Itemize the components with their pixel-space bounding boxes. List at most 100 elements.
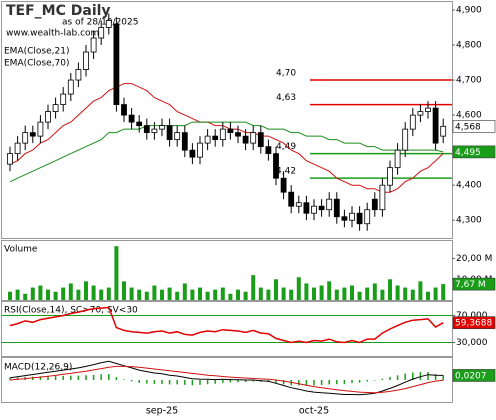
volume-bar <box>418 281 423 300</box>
pane-title: MACD(12,26,9) <box>4 363 72 373</box>
macd-line <box>9 360 444 396</box>
macd-histogram <box>199 380 201 385</box>
volume-bar <box>334 289 339 300</box>
volume-bar <box>228 293 233 300</box>
macd-histogram <box>412 372 414 380</box>
value-marker <box>452 145 496 159</box>
volume-bar <box>266 289 271 300</box>
value-marker-label: 7,67 M <box>455 280 486 290</box>
candle-body <box>90 37 97 53</box>
candle-body <box>83 51 89 70</box>
candle-body <box>45 111 51 123</box>
rsi-line <box>9 306 444 344</box>
macd-histogram <box>404 373 406 380</box>
level-label: 4,42 <box>276 167 296 177</box>
volume-bar <box>137 289 142 300</box>
volume-bar <box>296 277 301 300</box>
volume-pane <box>1 240 453 301</box>
macd-histogram <box>275 380 277 384</box>
volume-bar <box>304 283 309 300</box>
macd-histogram <box>168 380 171 385</box>
macd-histogram <box>184 380 186 385</box>
value-marker <box>452 120 496 133</box>
value-marker-label: 4,568 <box>455 122 481 132</box>
candle-body <box>295 202 302 207</box>
volume-bar <box>122 281 126 300</box>
macd-histogram <box>92 374 95 380</box>
y-tick-label: 20,00 M <box>456 254 492 264</box>
macd-histogram <box>358 380 361 383</box>
candle-body <box>75 69 82 81</box>
volume-bar <box>198 287 202 300</box>
candle-body <box>409 114 416 130</box>
x-tick-label: oct-25 <box>299 406 329 417</box>
candle-body <box>333 198 340 218</box>
macd-histogram <box>108 374 110 380</box>
volume-bar <box>167 287 172 300</box>
macd-histogram <box>252 380 254 382</box>
macd-pane <box>1 357 453 403</box>
candle-body <box>371 198 378 211</box>
candle-body <box>265 146 272 155</box>
candle-body <box>417 111 424 116</box>
macd-histogram <box>191 380 194 386</box>
macd-histogram <box>282 380 285 385</box>
volume-bar <box>175 291 180 300</box>
macd-histogram <box>374 380 376 381</box>
candle-body <box>128 114 135 123</box>
candle-body <box>273 153 279 179</box>
value-marker <box>452 369 496 382</box>
candle-body <box>166 125 173 141</box>
candle-body <box>67 79 74 95</box>
legend-entry: EMA(Close,70) <box>4 59 69 69</box>
chart-title: TEF_MC Daily <box>6 3 111 19</box>
candle-body <box>212 135 219 141</box>
macd-histogram <box>419 372 422 380</box>
candle-body <box>318 205 325 211</box>
macd-histogram <box>123 379 125 380</box>
volume-bar <box>84 281 88 300</box>
y-tick-label: 4,400 <box>456 181 482 191</box>
candle-body <box>174 132 181 141</box>
volume-bar <box>30 287 35 300</box>
macd-histogram <box>153 380 156 384</box>
volume-bar <box>68 283 73 300</box>
level-label: 4,70 <box>276 69 296 79</box>
macd-histogram <box>381 378 384 380</box>
candle-body <box>52 104 59 112</box>
y-tick-label: 4,600 <box>456 111 482 121</box>
volume-bar <box>213 289 218 300</box>
macd-histogram <box>214 380 216 384</box>
volume-bar <box>243 291 248 300</box>
ema-line <box>9 83 444 193</box>
volume-bar <box>372 283 377 300</box>
price-pane <box>1 1 453 239</box>
macd-histogram <box>176 380 178 385</box>
candle-body <box>235 132 241 137</box>
legend-entry: EMA(Close,21) <box>4 47 69 57</box>
volume-bar <box>76 289 81 300</box>
macd-histogram <box>9 377 11 380</box>
x-tick-label: sep-25 <box>146 406 178 417</box>
macd-histogram <box>85 375 87 380</box>
value-marker <box>452 277 496 291</box>
macd-histogram <box>389 376 391 380</box>
candle-body <box>379 184 386 211</box>
candle-body <box>14 142 21 155</box>
macd-histogram <box>146 380 148 384</box>
macd-histogram <box>161 380 163 384</box>
macd-histogram <box>320 380 323 386</box>
volume-bar <box>289 289 294 300</box>
candle-body <box>402 128 409 151</box>
macd-histogram <box>328 380 330 385</box>
candle-body <box>280 177 287 193</box>
macd-histogram <box>442 375 444 380</box>
candle-body <box>311 205 317 214</box>
candle-body <box>356 212 363 225</box>
candle-body <box>159 125 165 130</box>
volume-bar <box>182 283 187 300</box>
volume-bar <box>357 291 362 300</box>
subtitle: as of 28/10/2025 <box>62 18 138 28</box>
volume-bar <box>61 287 66 300</box>
